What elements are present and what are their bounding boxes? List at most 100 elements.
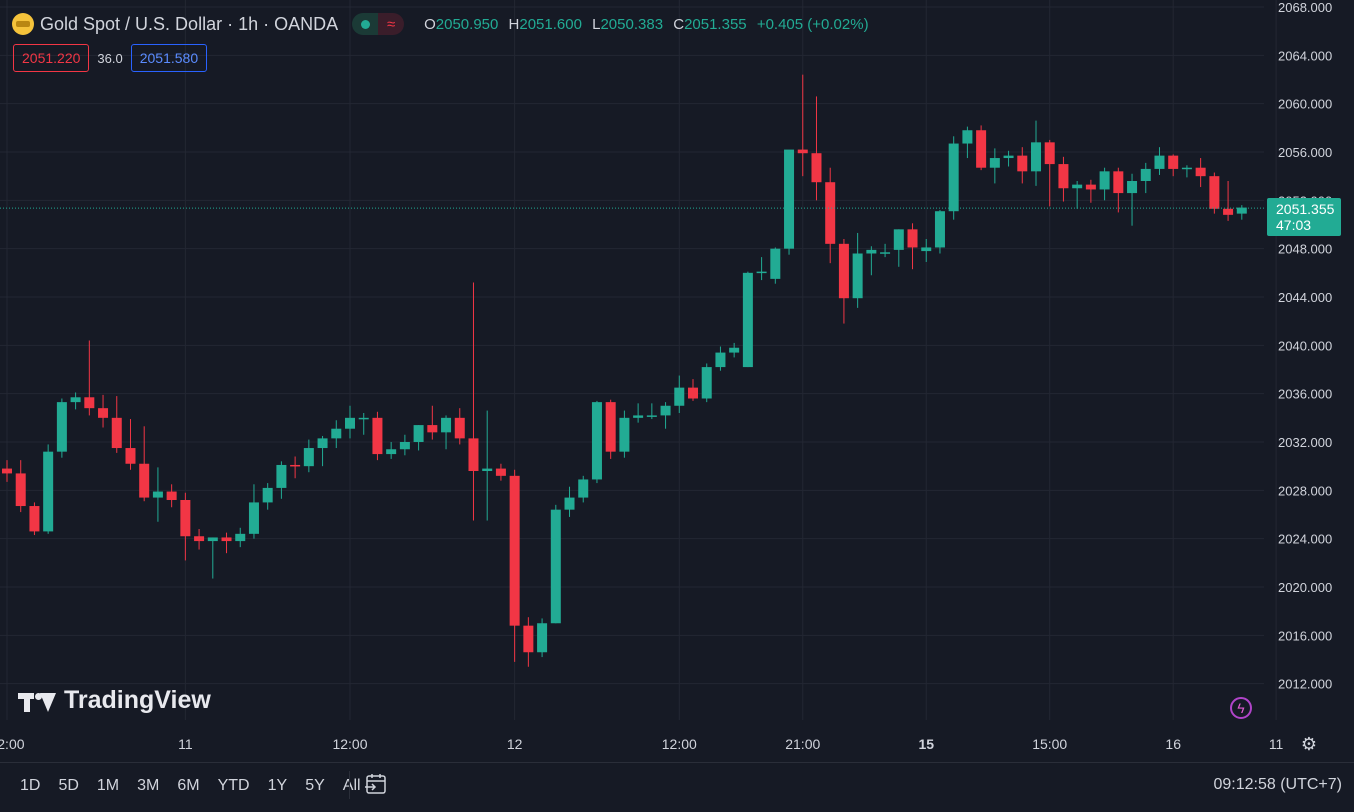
candle-body <box>1044 142 1055 165</box>
low-value: 2050.383 <box>600 15 664 33</box>
range-button-6m[interactable]: 6M <box>177 777 200 794</box>
bottom-toolbar: 1D 5D 1M 3M 6M YTD 1Y 5Y All 09:12:58 (UTC+7) <box>0 762 1354 809</box>
open-value: 2050.950 <box>435 15 499 33</box>
candle-body <box>2 468 12 474</box>
candle <box>660 402 671 429</box>
timezone-clock[interactable]: 09:12:58 (UTC+7) <box>1213 776 1342 793</box>
candle <box>1017 147 1028 184</box>
candle-body <box>948 143 959 212</box>
candle <box>1195 158 1206 188</box>
candle-body <box>56 402 67 452</box>
candle <box>756 257 767 281</box>
time-tick-label: 11 <box>1269 736 1284 752</box>
last-price-label: 2051.355 47:03 <box>1267 198 1341 236</box>
candle <box>934 210 945 254</box>
candle <box>221 532 232 554</box>
candle <box>262 483 273 510</box>
lightning-icon[interactable]: ϟ <box>1230 697 1252 719</box>
candle <box>1072 181 1083 209</box>
candle <box>825 167 836 264</box>
candle-body <box>688 387 698 399</box>
candle <box>468 282 479 521</box>
candle-body <box>619 417 630 452</box>
candle <box>1058 156 1069 202</box>
candle <box>674 375 685 413</box>
candle-body <box>358 417 369 420</box>
candle <box>907 223 918 270</box>
candle-body <box>756 271 767 274</box>
candle <box>1113 167 1124 213</box>
candle-body <box>962 130 973 144</box>
price-tick-label: 2012.000 <box>1278 677 1332 692</box>
gear-icon[interactable]: ⚙ <box>1300 733 1318 754</box>
candle <box>317 435 328 467</box>
range-button-1d[interactable]: 1D <box>20 777 41 794</box>
candle-body <box>29 506 40 532</box>
range-button-all[interactable]: All <box>342 777 361 794</box>
price-tick-label: 2056.000 <box>1278 145 1332 160</box>
candle <box>715 346 726 371</box>
symbol-title[interactable]: Gold Spot / U.S. Dollar · 1h · OANDA <box>40 13 339 34</box>
candle <box>248 484 259 539</box>
candle <box>331 420 342 449</box>
candle-body <box>537 623 548 653</box>
candle <box>1031 120 1041 186</box>
market-status-pill[interactable]: ≈ <box>352 13 405 35</box>
tradingview-watermark[interactable]: TradingView <box>18 686 211 715</box>
candlestick-series <box>2 74 1247 667</box>
candle <box>29 502 40 536</box>
candle-body <box>207 537 218 542</box>
candle <box>372 411 383 461</box>
calendar-goto-icon[interactable] <box>364 772 388 796</box>
time-axis[interactable]: 12:00 11 12:00 12 12:00 21:00 15 15:00 16 11 <box>0 736 1284 752</box>
candle-body <box>331 428 342 439</box>
candle-body <box>125 448 136 464</box>
candle-body <box>98 408 109 418</box>
candle <box>948 136 959 220</box>
candle <box>537 618 548 658</box>
toolbar-divider <box>349 771 350 799</box>
candle <box>591 400 602 484</box>
candle-body <box>15 473 26 507</box>
price-tick-label: 2068.000 <box>1278 0 1332 15</box>
range-button-ytd[interactable]: YTD <box>217 777 250 794</box>
buy-button[interactable]: 2051.580 <box>130 44 208 72</box>
range-button-3m[interactable]: 3M <box>137 777 160 794</box>
candle <box>1168 154 1179 177</box>
candle <box>770 247 781 284</box>
candle <box>880 243 891 258</box>
candle-body <box>646 415 657 417</box>
candle <box>688 379 698 401</box>
range-button-5y[interactable]: 5Y <box>305 777 325 794</box>
price-tick-label: 2036.000 <box>1278 387 1332 402</box>
candle-body <box>1209 176 1220 209</box>
price-tick-label: 2020.000 <box>1278 580 1332 595</box>
candle <box>180 492 191 561</box>
candle-body <box>674 387 685 406</box>
candle <box>139 426 150 502</box>
candle <box>811 96 822 201</box>
candle-body <box>866 249 877 254</box>
candle-body <box>1017 155 1028 172</box>
range-button-1m[interactable]: 1M <box>96 777 120 794</box>
candle <box>84 340 95 416</box>
candle <box>482 410 493 521</box>
range-button-5d[interactable]: 5D <box>58 777 79 794</box>
candle-body <box>660 405 671 416</box>
candle-body <box>921 247 932 252</box>
candle <box>742 271 753 368</box>
candle <box>962 126 973 159</box>
candle-body <box>235 533 246 542</box>
price-tick-label: 2016.000 <box>1278 628 1332 643</box>
candle <box>921 239 932 262</box>
price-tick-label: 2048.000 <box>1278 242 1332 257</box>
candle-body <box>976 130 987 168</box>
time-tick-label: 16 <box>1165 736 1181 752</box>
candle-body <box>372 417 383 455</box>
range-button-1y[interactable]: 1Y <box>267 777 288 794</box>
sell-button[interactable]: 2051.220 <box>13 44 90 72</box>
price-axis[interactable]: 2012.000 2016.000 2020.000 2024.000 2028.000… <box>1278 0 1332 692</box>
candle-body <box>194 536 205 542</box>
candle-body <box>248 502 259 534</box>
